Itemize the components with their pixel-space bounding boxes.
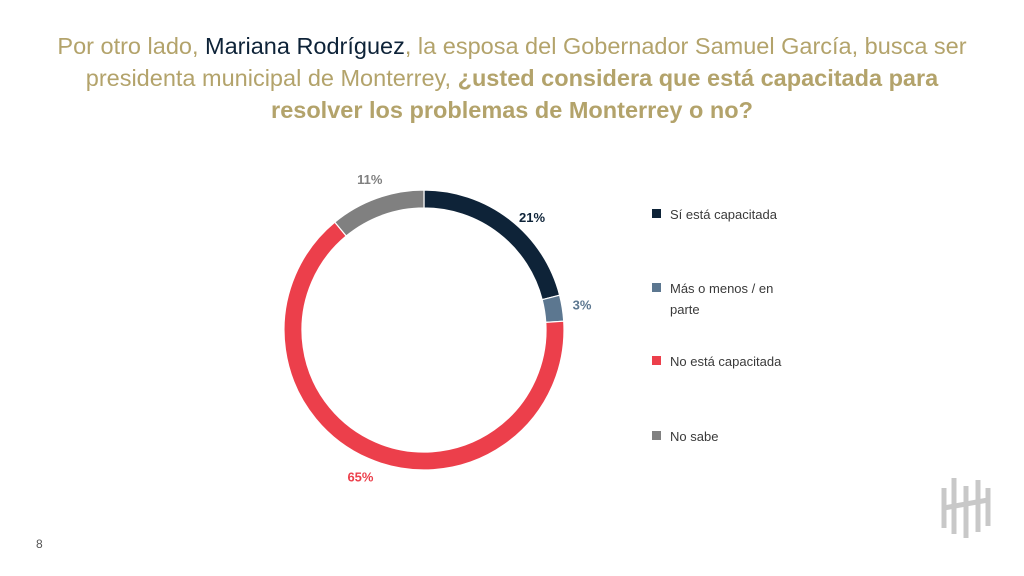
donut-slice xyxy=(423,189,561,301)
data-label: 21% xyxy=(519,210,545,225)
legend-label: Más o menos / en parte xyxy=(670,281,774,317)
legend-item-no-capacitada: No está capacitada xyxy=(652,351,832,372)
legend-swatch xyxy=(652,431,661,440)
legend-item-no-sabe: No sabe xyxy=(652,426,832,447)
title-context: , la esposa del Gobernador Samuel García… xyxy=(85,33,967,91)
slide-title: Por otro lado, Mariana Rodríguez, la esp… xyxy=(40,30,984,126)
legend-swatch xyxy=(652,283,661,292)
legend-label: No sabe xyxy=(670,429,719,444)
donut-slice xyxy=(541,294,565,323)
donut-slice xyxy=(333,189,425,237)
data-label: 65% xyxy=(347,469,373,484)
page-number: 8 xyxy=(36,537,43,551)
company-logo xyxy=(941,478,991,538)
legend-label: No está capacitada xyxy=(670,354,782,369)
legend-swatch xyxy=(652,209,661,218)
title-question: ¿usted considera que está capacitada par… xyxy=(271,65,939,123)
data-label: 11% xyxy=(357,172,383,187)
legend-item-mas-o-menos: Más o menos / en parte xyxy=(652,278,802,320)
title-person-name: Mariana Rodríguez xyxy=(205,33,405,59)
title-intro: Por otro lado, xyxy=(57,33,206,59)
donut-slice xyxy=(283,221,565,471)
legend-label: Sí está capacitada xyxy=(670,207,777,222)
legend-item-si-capacitada: Sí está capacitada xyxy=(652,204,832,225)
legend-swatch xyxy=(652,356,661,365)
data-label: 3% xyxy=(573,297,592,312)
